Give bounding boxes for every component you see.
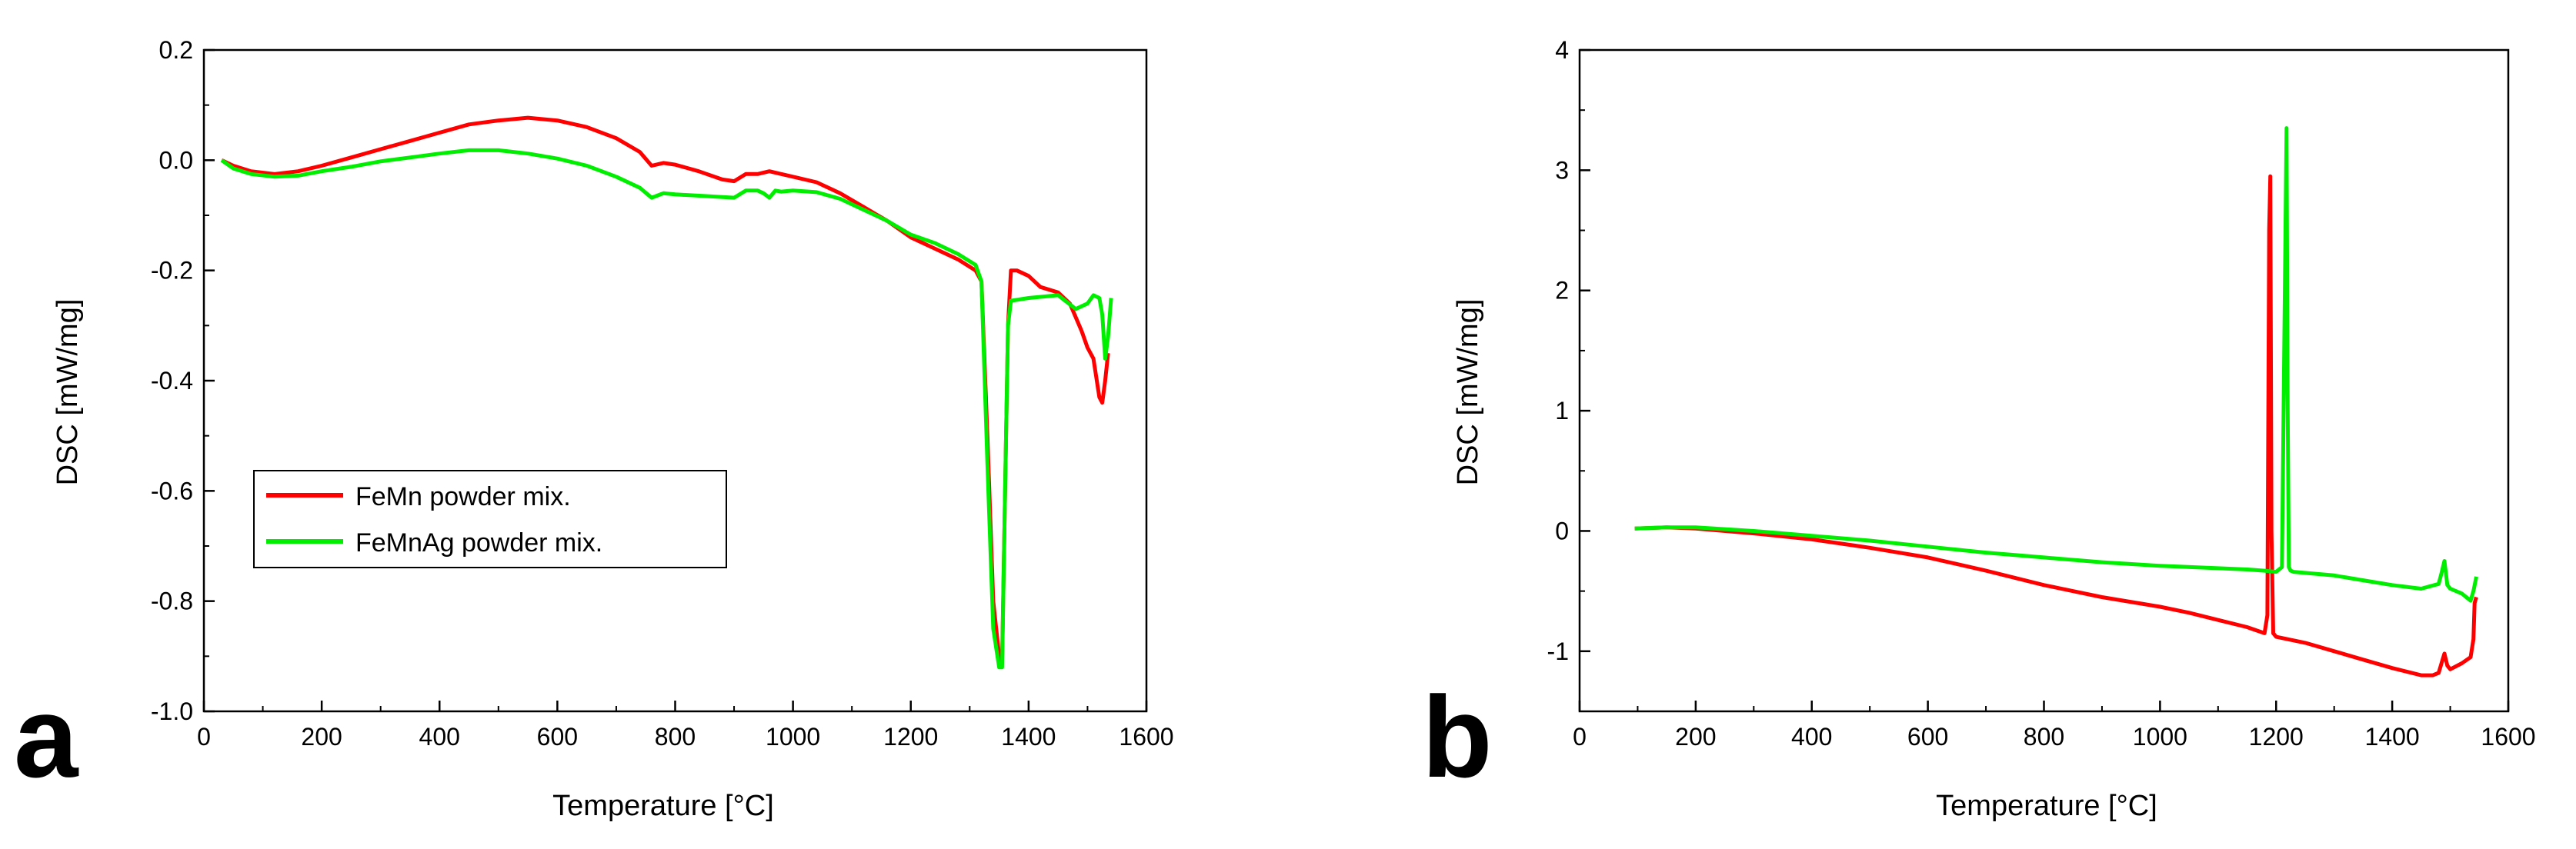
y-tick-label-b: 1: [1555, 397, 1569, 424]
x-tick-label-b: 600: [1907, 723, 1948, 751]
x-tick-label-b: 0: [1573, 723, 1587, 751]
legend-a: FeMn powder mix. FeMnAg powder mix.: [253, 470, 727, 568]
x-tick-label-b: 200: [1675, 723, 1716, 751]
plot-area-b: 0 200 400 600 800 1000 1200 1400 1600 4 3 2 1 0 -1: [1547, 36, 2536, 751]
panel-letter-a: a: [14, 672, 79, 801]
x-tick-label-b: 800: [2024, 723, 2064, 751]
legend-label-femnag: FeMnAg powder mix.: [355, 528, 602, 558]
y-tick-label-b: 3: [1555, 156, 1569, 184]
x-tick-label-a: 400: [419, 723, 460, 751]
x-tick-label-a: 600: [537, 723, 578, 751]
legend-box: [253, 470, 727, 568]
x-tick-label-b: 1600: [2481, 723, 2535, 751]
x-tick-label-a: 1200: [883, 723, 938, 751]
y-tick-label-b: 0: [1555, 517, 1569, 544]
x-tick-label-b: 400: [1791, 723, 1832, 751]
y-axis-title-b: DSC [mW/mg]: [1452, 299, 1484, 486]
y-axis-title-a: DSC [mW/mg]: [52, 299, 84, 486]
y-tick-label-b: 4: [1555, 36, 1569, 64]
y-tick-label-a: -0.2: [151, 257, 193, 285]
panel-letter-b: b: [1422, 672, 1493, 801]
x-tick-label-a: 1000: [766, 723, 820, 751]
x-tick-label-a: 800: [655, 723, 696, 751]
chart-panel-a: a Temperature [°C] DSC [mW/mg] 0 200 400 60…: [14, 36, 1174, 822]
x-tick-label-a: 1400: [1001, 723, 1056, 751]
x-tick-label-b: 1200: [2249, 723, 2304, 751]
series-line-series-1-b: [1634, 126, 2478, 603]
series-line-series-0-b: [1634, 174, 2478, 678]
series-line-femn-powder-mix-a: [220, 115, 1110, 664]
x-axis-title-b: Temperature [°C]: [1936, 790, 2157, 822]
x-tick-label-a: 1600: [1119, 723, 1173, 751]
y-tick-label-b: 2: [1555, 277, 1569, 305]
y-tick-label-b: -1: [1547, 638, 1569, 665]
y-tick-label-a: 0.2: [159, 36, 193, 64]
y-tick-label-a: -0.4: [151, 367, 193, 395]
series-line-femnag-powder-mix-a: [220, 148, 1113, 670]
legend-label-femn: FeMn powder mix.: [355, 482, 571, 511]
x-axis-title-a: Temperature [°C]: [552, 790, 774, 822]
x-tick-label-b: 1000: [2133, 723, 2187, 751]
chart-panel-b: b Temperature [°C] DSC [mW/mg] 0 200 400 60…: [1422, 36, 2536, 822]
y-tick-label-a: -0.6: [151, 477, 193, 504]
x-tick-label-a: 0: [197, 723, 211, 751]
x-tick-label-a: 200: [301, 723, 342, 751]
y-tick-label-a: -1.0: [151, 698, 193, 725]
y-tick-label-a: -0.8: [151, 588, 193, 615]
y-tick-label-a: 0.0: [159, 146, 193, 174]
plot-area-a: 0 200 400 600 800 1000 1200 1400 1600 0.2 0.0 -0.2 -…: [151, 36, 1174, 751]
x-tick-label-b: 1400: [2365, 723, 2420, 751]
